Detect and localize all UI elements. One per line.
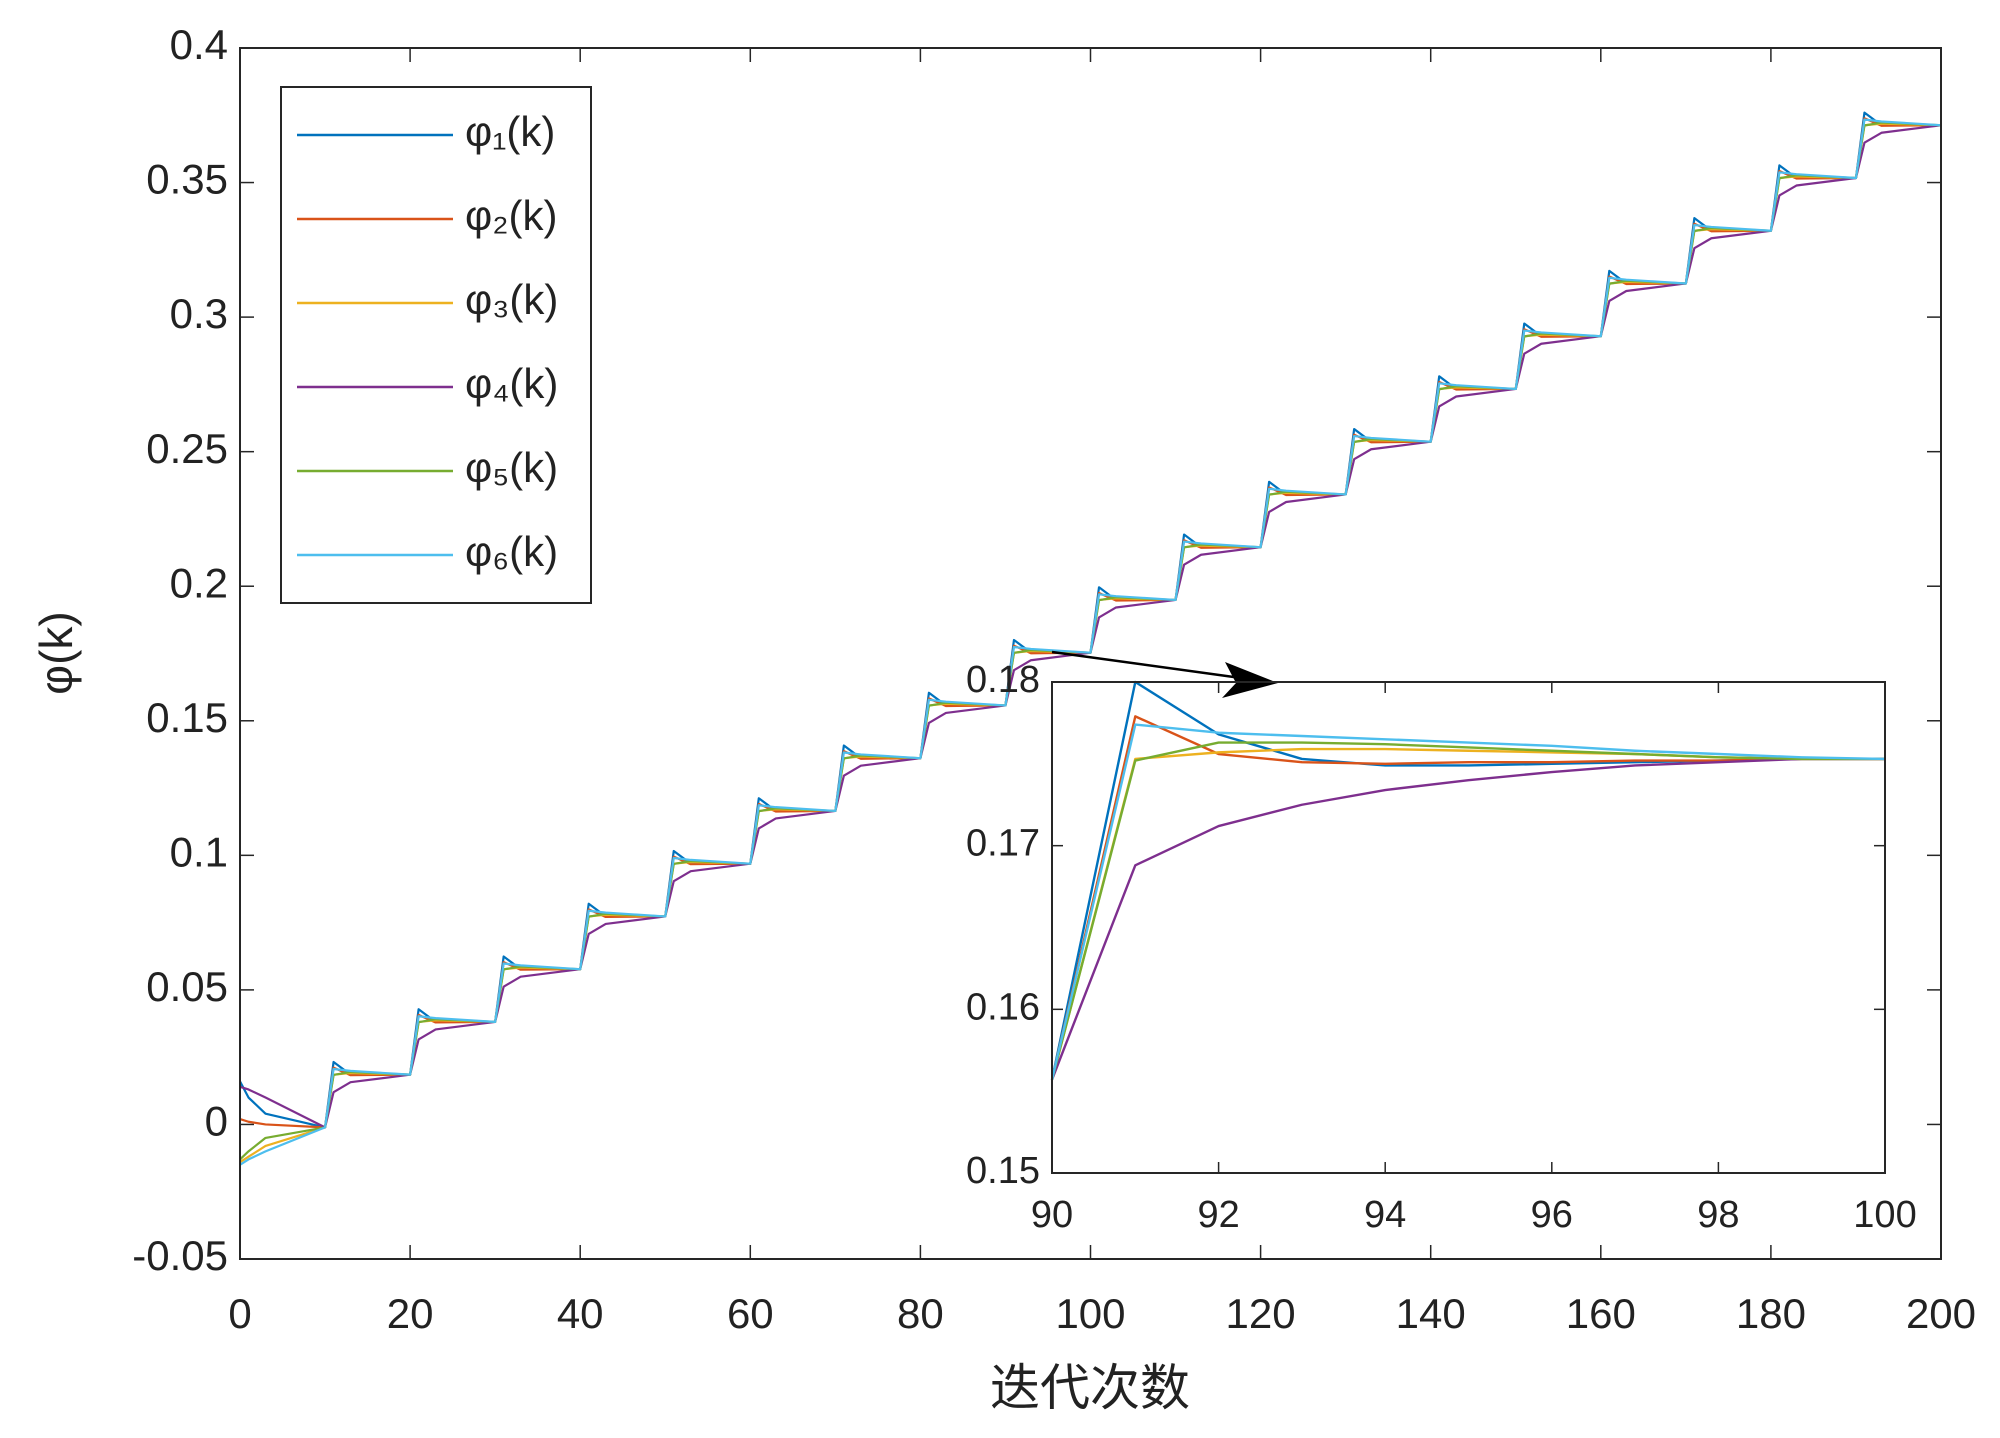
legend-label: φ₂(k) bbox=[465, 192, 558, 239]
legend-label: φ₅(k) bbox=[465, 444, 558, 491]
x-tick-label: 98 bbox=[1697, 1194, 1739, 1236]
y-tick-label: 0.1 bbox=[170, 828, 228, 875]
x-axis-label: 迭代次数 bbox=[990, 1359, 1190, 1417]
x-tick-label: 96 bbox=[1531, 1194, 1573, 1236]
y-tick-label: 0.05 bbox=[146, 963, 228, 1010]
legend-label: φ₆(k) bbox=[465, 528, 558, 575]
x-tick-label: 100 bbox=[1055, 1290, 1125, 1337]
x-tick-label: 140 bbox=[1396, 1290, 1466, 1337]
y-tick-label: 0.15 bbox=[966, 1150, 1040, 1192]
legend-label: φ₃(k) bbox=[465, 276, 558, 323]
legend-box bbox=[280, 86, 592, 604]
x-tick-label: 0 bbox=[228, 1290, 251, 1337]
x-tick-label: 80 bbox=[897, 1290, 944, 1337]
x-tick-label: 60 bbox=[727, 1290, 774, 1337]
axes-box bbox=[1051, 681, 1886, 1174]
y-tick-label: 0.17 bbox=[966, 823, 1040, 865]
x-tick-label: 90 bbox=[1031, 1194, 1073, 1236]
y-tick-label: 0.4 bbox=[170, 21, 228, 68]
x-tick-label: 120 bbox=[1226, 1290, 1296, 1337]
y-tick-label: 0.35 bbox=[146, 156, 228, 203]
y-axis-label: φ(k) bbox=[30, 611, 82, 694]
y-tick-label: 0.2 bbox=[170, 559, 228, 606]
series-line bbox=[1050, 741, 1885, 1081]
legend-label: φ₄(k) bbox=[465, 360, 558, 407]
x-tick-label: 200 bbox=[1906, 1290, 1976, 1337]
plot-area bbox=[1052, 682, 1885, 1173]
x-tick-label: 160 bbox=[1566, 1290, 1636, 1337]
y-tick-label: 0 bbox=[205, 1098, 228, 1145]
y-tick-label: 0.15 bbox=[146, 694, 228, 741]
legend-label: φ₁(k) bbox=[465, 108, 555, 155]
series-line bbox=[1050, 723, 1886, 1080]
y-tick-label: -0.05 bbox=[132, 1232, 228, 1279]
y-tick-label: 0.3 bbox=[170, 290, 228, 337]
series-line bbox=[1050, 757, 1885, 1081]
x-tick-label: 180 bbox=[1736, 1290, 1806, 1337]
axes-box bbox=[239, 47, 1942, 1260]
y-tick-label: 0.16 bbox=[966, 986, 1040, 1028]
x-tick-label: 94 bbox=[1364, 1194, 1406, 1236]
zoom-arrow-head bbox=[1222, 662, 1278, 698]
x-tick-label: 92 bbox=[1197, 1194, 1239, 1236]
x-tick-label: 20 bbox=[387, 1290, 434, 1337]
series-line bbox=[239, 118, 1942, 1166]
x-tick-label: 40 bbox=[557, 1290, 604, 1337]
x-tick-label: 100 bbox=[1853, 1194, 1916, 1236]
y-tick-label: 0.18 bbox=[966, 659, 1040, 701]
y-tick-label: 0.25 bbox=[146, 425, 228, 472]
